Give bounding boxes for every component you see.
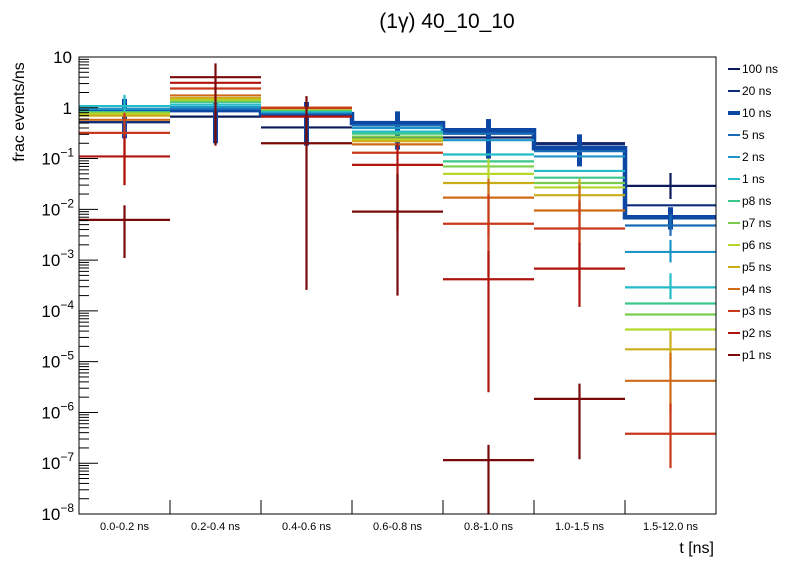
x-tick-label: 1.5-12.0 ns (643, 521, 699, 533)
legend-label: p2 ns (742, 326, 771, 340)
y-tick-label: 10−3 (41, 247, 74, 270)
y-tick-label: 10−1 (41, 146, 74, 169)
legend-label: p8 ns (742, 194, 771, 208)
series-p2-ns (79, 81, 625, 393)
y-tick-label: 1 (63, 99, 72, 118)
legend-label: 1 ns (742, 172, 765, 186)
legend-label: p7 ns (742, 216, 771, 230)
y-axis-label: frac events/ns (11, 62, 28, 162)
legend: 100 ns 20 ns 10 ns 5 ns 2 ns 1 ns p8 ns p7 ns p6… (728, 62, 778, 362)
legend-label: 5 ns (742, 128, 765, 142)
legend-label: p6 ns (742, 238, 771, 252)
y-tick-label: 10−5 (41, 349, 74, 372)
series-p1-ns (79, 63, 625, 514)
x-axis: 0.0-0.2 ns 0.2-0.4 ns 0.4-0.6 ns 0.6-0.8 ns… (100, 500, 699, 533)
y-tick-label: 10−2 (41, 196, 74, 219)
x-tick-label: 1.0-1.5 ns (555, 521, 604, 533)
legend-label: p5 ns (742, 260, 771, 274)
x-axis-label: t [ns] (679, 540, 714, 557)
chart-title: (1γ) 40_10_10 (379, 10, 514, 33)
legend-label: 100 ns (742, 62, 778, 76)
legend-label: p4 ns (742, 282, 771, 296)
y-axis: 10 1 10−1 10−2 10−3 10−4 10−5 10−6 10−7 10−8 (41, 48, 98, 524)
legend-label: 20 ns (742, 84, 771, 98)
plot-frame (78, 56, 717, 515)
legend-label: p3 ns (742, 304, 771, 318)
y-tick-label: 10−8 (41, 501, 74, 524)
y-tick-label: 10 (53, 48, 72, 67)
y-tick-label: 10−6 (41, 399, 74, 422)
y-tick-label: 10−4 (41, 298, 74, 321)
x-tick-label: 0.0-0.2 ns (100, 521, 149, 533)
x-tick-label: 0.8-1.0 ns (464, 521, 513, 533)
y-tick-label: 10−7 (41, 450, 74, 473)
legend-label: p1 ns (742, 348, 771, 362)
x-tick-label: 0.6-0.8 ns (373, 521, 422, 533)
x-tick-label: 0.4-0.6 ns (282, 521, 331, 533)
x-tick-label: 0.2-0.4 ns (191, 521, 240, 533)
legend-label: 10 ns (742, 106, 771, 120)
legend-label: 2 ns (742, 150, 765, 164)
plot-area (79, 63, 716, 514)
